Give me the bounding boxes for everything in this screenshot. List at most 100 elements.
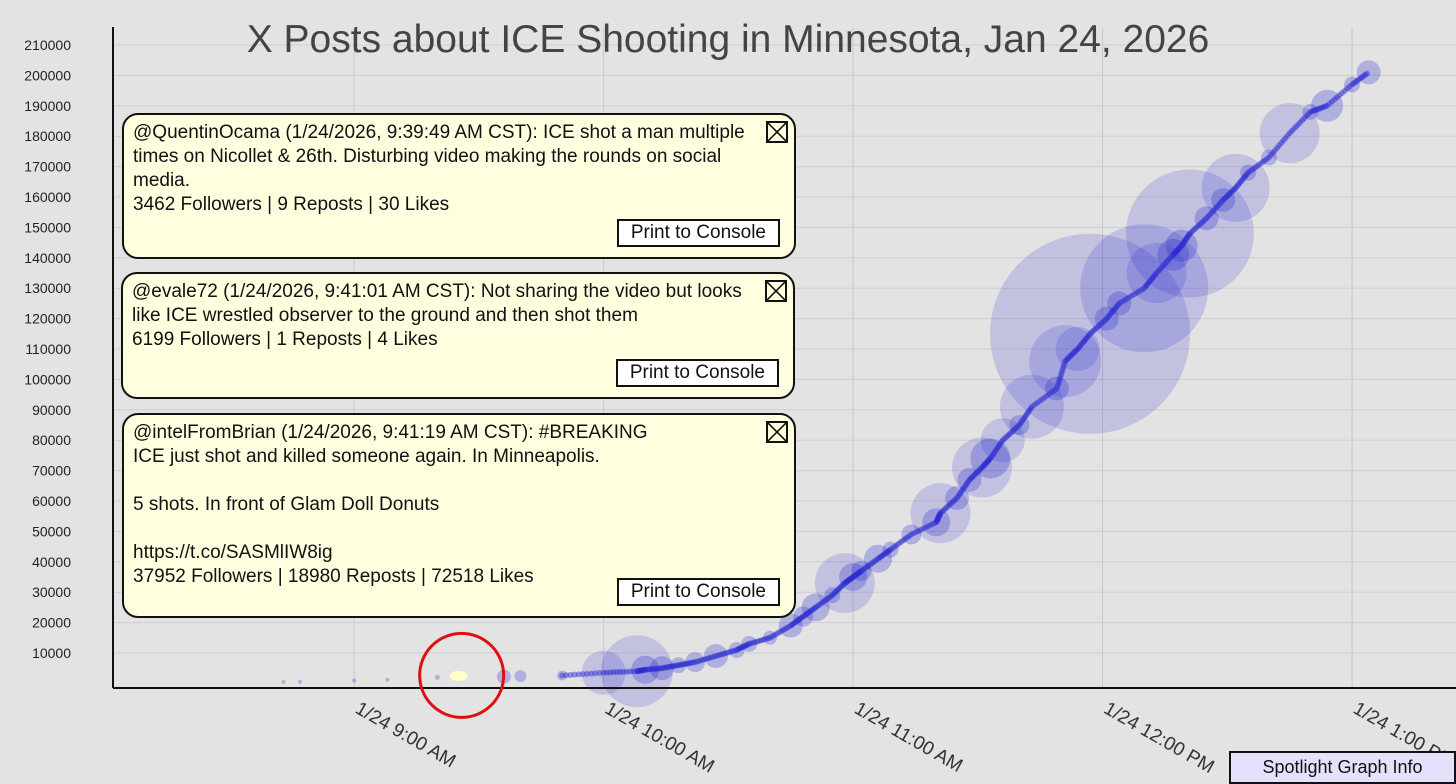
data-point[interactable] [1036, 398, 1043, 405]
data-point[interactable] [876, 554, 883, 561]
data-point[interactable] [1149, 274, 1156, 281]
data-point[interactable] [559, 672, 566, 679]
data-point[interactable] [817, 600, 824, 607]
data-point[interactable] [581, 650, 626, 695]
data-point[interactable] [352, 678, 357, 683]
data-point[interactable] [1223, 193, 1230, 200]
data-point[interactable] [1141, 285, 1148, 292]
data-point[interactable] [807, 608, 814, 615]
data-point[interactable] [915, 527, 922, 534]
data-point[interactable] [801, 593, 830, 622]
data-point[interactable] [870, 559, 877, 566]
data-point[interactable] [814, 553, 875, 614]
data-point[interactable] [702, 656, 709, 663]
data-point[interactable] [810, 606, 817, 613]
data-point[interactable] [1113, 303, 1120, 310]
data-point[interactable] [792, 618, 799, 625]
print-to-console-button[interactable]: Print to Console [616, 219, 780, 247]
data-point[interactable] [937, 511, 944, 518]
data-point[interactable] [692, 659, 699, 666]
data-point[interactable] [1184, 234, 1191, 241]
data-point[interactable] [839, 563, 868, 591]
data-point[interactable] [972, 470, 979, 477]
data-point[interactable] [900, 537, 906, 544]
data-point[interactable] [934, 517, 941, 524]
data-point[interactable] [848, 575, 855, 582]
data-point[interactable] [638, 667, 645, 674]
data-point[interactable] [902, 536, 909, 542]
data-point[interactable] [1090, 327, 1097, 334]
data-point[interactable] [855, 569, 862, 576]
data-point[interactable] [1062, 358, 1069, 365]
data-point[interactable] [1100, 318, 1107, 325]
data-point[interactable] [873, 556, 880, 563]
data-point[interactable] [1048, 389, 1055, 396]
close-box-icon[interactable] [765, 280, 787, 302]
data-point[interactable] [685, 652, 706, 673]
data-point[interactable] [620, 668, 627, 675]
data-point[interactable] [1031, 401, 1038, 408]
data-point[interactable] [1128, 292, 1135, 299]
data-point[interactable] [672, 662, 679, 669]
data-point[interactable] [1153, 270, 1160, 276]
data-point[interactable] [913, 529, 920, 536]
data-point[interactable] [682, 660, 689, 667]
data-point[interactable] [957, 467, 982, 492]
data-point[interactable] [935, 513, 942, 520]
data-point[interactable] [812, 604, 819, 611]
data-point[interactable] [1106, 312, 1113, 319]
data-point[interactable] [1143, 282, 1150, 289]
data-point[interactable] [1168, 253, 1175, 260]
data-point[interactable] [845, 577, 852, 584]
data-point[interactable] [1241, 174, 1248, 181]
data-point[interactable] [760, 636, 767, 643]
data-point[interactable] [1251, 165, 1258, 172]
data-point[interactable] [762, 630, 777, 645]
data-point[interactable] [710, 653, 717, 660]
data-point[interactable] [822, 597, 829, 604]
data-point[interactable] [1357, 75, 1364, 82]
data-point[interactable] [728, 641, 745, 658]
data-point[interactable] [834, 587, 841, 594]
data-point[interactable] [1018, 418, 1025, 425]
data-point[interactable] [743, 642, 750, 649]
data-point[interactable] [738, 644, 745, 651]
data-point[interactable] [514, 670, 527, 683]
data-point[interactable] [733, 646, 740, 653]
data-point[interactable] [1008, 429, 1015, 436]
data-point[interactable] [1173, 248, 1180, 255]
data-point[interactable] [939, 508, 946, 515]
data-point[interactable] [842, 579, 849, 586]
data-point[interactable] [1026, 407, 1033, 414]
data-point[interactable] [638, 667, 645, 674]
data-point[interactable] [708, 654, 715, 661]
data-point[interactable] [798, 614, 805, 621]
data-point[interactable] [775, 629, 782, 636]
data-point[interactable] [871, 558, 878, 565]
data-point[interactable] [1058, 371, 1064, 378]
data-point[interactable] [1097, 321, 1104, 328]
data-point[interactable] [1093, 324, 1100, 331]
data-point[interactable] [1136, 288, 1143, 295]
data-point[interactable] [1022, 412, 1029, 419]
data-point[interactable] [835, 586, 842, 593]
data-point[interactable] [758, 637, 765, 644]
data-point[interactable] [1186, 230, 1193, 237]
data-point[interactable] [1051, 387, 1058, 394]
data-point[interactable] [1311, 89, 1344, 122]
data-point[interactable] [1314, 106, 1321, 113]
data-point[interactable] [1033, 400, 1040, 407]
data-point[interactable] [990, 233, 1191, 434]
data-point[interactable] [1247, 168, 1254, 175]
data-point[interactable] [634, 668, 641, 675]
data-point[interactable] [922, 508, 951, 537]
data-point[interactable] [906, 532, 913, 539]
data-point[interactable] [1171, 250, 1178, 257]
data-point[interactable] [1222, 194, 1229, 201]
data-point[interactable] [663, 664, 670, 671]
data-point[interactable] [571, 671, 578, 678]
data-point[interactable] [1095, 323, 1102, 330]
data-point[interactable] [1261, 157, 1268, 164]
data-point[interactable] [863, 564, 870, 571]
data-point[interactable] [1004, 432, 1011, 439]
